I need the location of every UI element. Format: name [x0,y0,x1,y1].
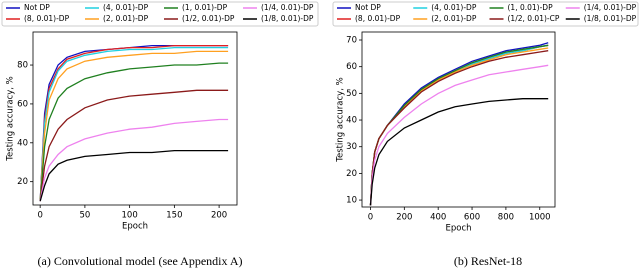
x-tick-label: 600 [464,213,480,223]
y-tick-label: 50 [346,89,357,99]
x-tick-label: 200 [396,213,412,223]
x-axis-label: Epoch [122,222,148,232]
x-tick-label: 150 [166,211,182,221]
legend-label: (1/8, 0.01)-DP [261,14,314,23]
series-line [39,46,229,202]
series-line [39,149,229,202]
legend-label: (2, 0.01)-DP [103,14,149,23]
series-line [369,98,549,206]
y-tick-label: 70 [346,36,357,46]
series-line [39,118,229,202]
y-tick-label: 60 [17,99,28,109]
y-tick-label: 10 [346,196,357,206]
legend-label: (8, 0.01)-DP [355,14,401,23]
series-line [39,89,229,202]
y-tick-label: 60 [346,62,357,72]
caption: (b) ResNet-18 [454,254,522,268]
legend-label: (1/4, 0.01)-DP [584,3,637,12]
y-tick-label: 40 [346,116,357,126]
x-tick-label: 200 [211,211,227,221]
y-tick-label: 20 [17,177,28,187]
legend-label: (1/4, 0.01)-DP [261,3,314,12]
y-tick-label: 20 [346,169,357,179]
legend-label: (8, 0.01)-DP [24,14,70,23]
x-tick-label: 1000 [529,213,551,223]
series-line [39,50,229,202]
legend-label: (1, 0.01)-DP [182,3,228,12]
x-tick-label: 400 [430,213,446,223]
legend-label: (1/2, 0.01)-DP [182,14,235,23]
legend-box [332,1,639,27]
y-tick-label: 40 [17,138,28,148]
x-tick-label: 0 [37,211,42,221]
y-axis-label: Testing accuracy, % [336,77,346,162]
x-tick-label: 0 [368,213,373,223]
series-line [39,62,229,202]
series-line [39,44,229,202]
plot-frame [32,31,238,206]
legend-label: (1, 0.01)-DP [508,3,554,12]
legend-label: (4, 0.01)-DP [103,3,149,12]
legend-box [1,1,319,27]
x-axis-label: Epoch [445,224,471,234]
legend-label: Not DP [24,3,50,12]
plot-frame [361,31,556,208]
series-line [369,64,549,206]
legend-label: (1/8, 0.01)-DP [584,14,637,23]
y-axis-label: Testing accuracy, % [6,76,16,161]
x-tick-label: 50 [79,211,90,221]
legend-label: (2, 0.01)-DP [431,14,477,23]
series-line [369,50,549,206]
legend-label: (4, 0.01)-DP [431,3,477,12]
x-tick-label: 100 [122,211,138,221]
caption: (a) Convolutional model (see Appendix A) [38,254,243,268]
y-tick-label: 30 [346,142,357,152]
y-tick-label: 80 [17,61,28,71]
legend-label: Not DP [355,3,381,12]
x-tick-label: 800 [498,213,514,223]
legend-label: (1/2, 0.01)-CP [508,14,560,23]
